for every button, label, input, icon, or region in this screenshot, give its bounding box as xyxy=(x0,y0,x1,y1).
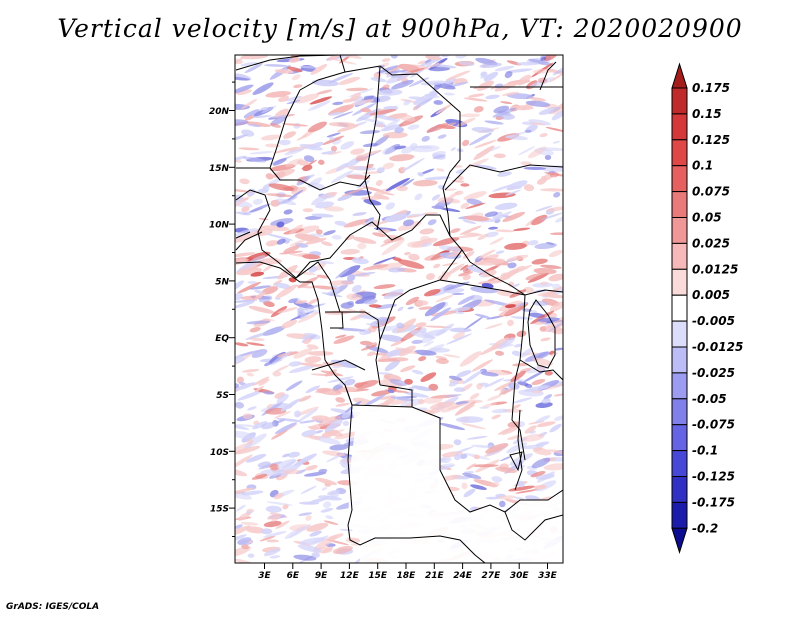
colorbar-segment xyxy=(671,398,688,426)
colorbar-label: -0.2 xyxy=(692,521,718,535)
lon-label: 30E xyxy=(510,571,530,581)
lon-label: 18E xyxy=(397,571,417,581)
colorbar: 0.175 0.15 0.125 0.1 0.075 0.05 0.025 0.0125 0.0… xyxy=(671,62,743,554)
map-title: Vertical velocity [m/s] at 900hPa, VT: 2… xyxy=(57,14,743,43)
colorbar-label: 0.175 xyxy=(692,81,730,95)
lon-label: 3E xyxy=(258,571,271,581)
colorbar-segment xyxy=(671,424,688,452)
colorbar-segment xyxy=(671,165,688,193)
colorbar-segment xyxy=(671,346,688,374)
colorbar-segment xyxy=(671,501,688,529)
colorbar-top-arrow xyxy=(671,62,688,89)
colorbar-label: 0.025 xyxy=(692,236,730,250)
colorbar-segment xyxy=(671,372,688,400)
colorbar-label: 0.125 xyxy=(692,133,730,147)
lon-label: 12E xyxy=(340,571,360,581)
footer-credit: GrADS: IGES/COLA xyxy=(6,602,100,612)
colorbar-label: 0.15 xyxy=(692,107,722,121)
colorbar-label: -0.125 xyxy=(692,470,735,484)
colorbar-segment xyxy=(671,476,688,503)
latitude-axis: 20N 15N 10N 5N EQ 5S 10S 15S xyxy=(209,81,235,537)
colorbar-segment xyxy=(671,268,688,296)
lat-label: 5N xyxy=(215,277,229,287)
colorbar-label: -0.025 xyxy=(692,366,735,380)
lon-label: 9E xyxy=(315,571,328,581)
colorbar-label: 0.005 xyxy=(692,288,730,302)
colorbar-label: -0.005 xyxy=(692,314,735,328)
colorbar-segment xyxy=(671,294,688,322)
lat-label: 15N xyxy=(209,164,230,174)
colorbar-segment xyxy=(671,113,688,141)
colorbar-label: -0.075 xyxy=(692,418,735,432)
colorbar-segment xyxy=(671,191,688,219)
colorbar-segment xyxy=(671,242,688,270)
coastlines xyxy=(235,61,557,491)
colorbar-label: 0.05 xyxy=(692,211,722,225)
lon-label: 21E xyxy=(425,571,445,581)
lat-label: 15S xyxy=(210,505,229,515)
colorbar-segment xyxy=(671,139,688,167)
colorbar-label: -0.05 xyxy=(692,392,727,406)
lon-label: 6E xyxy=(287,571,300,581)
colorbar-label: -0.175 xyxy=(692,495,735,509)
colorbar-segment xyxy=(671,87,688,115)
colorbar-segment xyxy=(671,320,688,348)
lat-label: 10S xyxy=(210,448,229,458)
lon-label: 15E xyxy=(368,571,388,581)
lon-label: 33E xyxy=(538,571,558,581)
lat-label: 20N xyxy=(209,107,230,117)
velocity-field xyxy=(235,55,563,563)
lat-label: 10N xyxy=(209,221,230,231)
map-figure: 20N 15N 10N 5N EQ 5S 10S 15S 3E 6E 9E 12E 15E 18E 21E… xyxy=(209,54,743,581)
colorbar-bottom-arrow xyxy=(671,527,688,554)
colorbar-label: 0.1 xyxy=(692,159,713,173)
lon-label: 24E xyxy=(453,571,473,581)
colorbar-label: -0.0125 xyxy=(692,340,743,354)
colorbar-label: -0.1 xyxy=(692,444,718,458)
colorbar-label: 0.0125 xyxy=(692,262,738,276)
colorbar-label: 0.075 xyxy=(692,185,730,199)
lon-label: 27E xyxy=(482,571,502,581)
colorbar-segment xyxy=(671,217,688,244)
longitude-axis: 3E 6E 9E 12E 15E 18E 21E 24E 27E 30E 33E xyxy=(258,563,558,581)
lat-label: EQ xyxy=(215,334,229,344)
colorbar-segment xyxy=(671,450,688,478)
lat-label: 5S xyxy=(216,391,229,401)
country-borders xyxy=(235,55,563,563)
